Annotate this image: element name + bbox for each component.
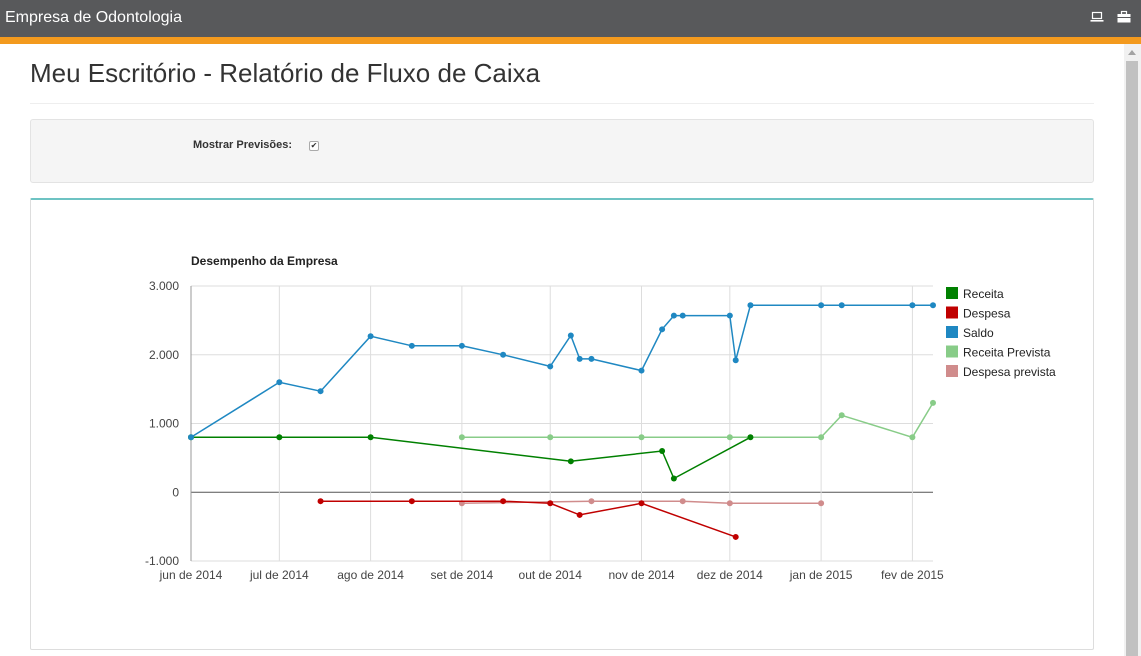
data-point-saldo [930,302,936,309]
filter-panel: Mostrar Previsões: ✔ [30,119,1094,183]
data-point-receita-prevista [547,434,554,441]
data-point-saldo [500,351,507,358]
scrollbar-thumb[interactable] [1126,61,1138,656]
data-point-saldo [317,388,324,395]
data-point-saldo [458,342,465,349]
data-point-despesa [547,500,554,507]
scroll-up-icon[interactable] [1128,50,1136,55]
y-tick-label: 2.000 [149,348,179,362]
data-point-saldo [726,312,733,319]
data-point-receita [276,434,283,441]
data-point-receita [567,458,574,465]
data-point-saldo [408,342,415,349]
legend-label-saldo: Saldo [963,326,994,340]
show-forecast-label: Mostrar Previsões: [193,139,293,151]
data-point-saldo [838,302,845,309]
divider [30,103,1094,104]
data-point-saldo [732,357,739,364]
laptop-icon[interactable] [1090,10,1104,24]
data-point-despesa-prevista [679,498,686,505]
data-point-saldo [659,326,666,333]
accent-bar [0,37,1141,44]
series-line-saldo [190,304,933,438]
data-point-receita [670,475,677,482]
x-tick-label: jan de 2015 [789,568,853,582]
data-point-saldo [638,367,645,374]
data-point-saldo [547,363,554,370]
data-point-receita-prevista [838,412,845,419]
legend-swatch-receita [946,287,958,299]
x-tick-label: jul de 2014 [249,568,309,582]
data-point-receita-prevista [818,434,825,441]
x-tick-label: ago de 2014 [337,568,404,582]
legend-swatch-despesa [946,306,958,319]
data-point-receita [659,448,666,454]
y-tick-label: 1.000 [149,417,179,431]
data-point-despesa [576,511,583,518]
data-point-saldo [367,333,374,340]
legend-label-despesa-prevista: Despesa prevista [963,365,1056,379]
data-point-receita-prevista [638,434,645,441]
data-point-saldo [909,302,916,309]
data-point-despesa-prevista [726,500,733,507]
legend-label-despesa: Despesa [963,307,1011,321]
legend-swatch-saldo [946,326,958,338]
data-point-receita [747,434,754,441]
brand-name[interactable]: Empresa de Odontologia [5,9,182,26]
legend-swatch-despesa-prevista [946,365,958,377]
data-point-despesa-prevista [588,498,595,505]
data-point-saldo [567,332,574,339]
show-forecast-checkbox[interactable]: ✔ [309,141,319,151]
data-point-receita-prevista [930,399,936,406]
data-point-saldo [588,355,595,362]
data-point-despesa [638,500,645,507]
page-title: Meu Escritório - Relatório de Fluxo de C… [30,58,541,88]
x-tick-label: out de 2014 [519,568,583,582]
data-point-saldo [818,302,825,309]
data-point-despesa [732,533,739,540]
chart-panel: Desempenho da Empresa -1.000 0 1.000 2.000 3… [30,198,1094,650]
series-line-receita [191,436,751,480]
data-point-despesa [500,498,507,505]
data-point-despesa [317,498,324,505]
x-tick-label: jun de 2014 [159,568,223,582]
series-line-despesa [320,500,736,538]
y-tick-label: 0 [172,485,179,499]
x-tick-label: nov de 2014 [608,568,674,582]
cashflow-chart: Desempenho da Empresa -1.000 0 1.000 2.000 3… [145,254,1056,582]
data-point-despesa-prevista [818,500,825,507]
briefcase-icon[interactable] [1117,10,1131,24]
data-point-receita-prevista [726,434,733,441]
y-tick-label: 3.000 [149,279,179,293]
data-point-receita-prevista [909,434,916,441]
x-tick-label: set de 2014 [431,568,494,582]
data-point-despesa [408,498,415,505]
legend-label-receita-prevista: Receita Prevista [963,346,1051,360]
data-point-saldo [679,312,686,319]
vertical-scrollbar[interactable] [1124,44,1141,656]
y-tick-label: -1.000 [145,554,179,568]
top-navbar: Empresa de Odontologia [0,0,1141,37]
x-tick-label: dez de 2014 [697,568,763,582]
data-point-saldo [747,302,754,309]
x-tick-label: fev de 2015 [881,568,944,582]
data-point-saldo [576,355,583,362]
data-point-saldo [276,379,283,386]
chart-title: Desempenho da Empresa [191,254,338,268]
data-point-saldo [670,312,677,319]
data-point-receita-prevista [458,434,465,441]
legend-label-receita: Receita [963,287,1004,301]
legend-swatch-receita-prevista [946,345,958,358]
series-line-receita-prevista [461,402,934,439]
data-point-saldo [188,434,194,441]
data-point-receita [367,434,374,441]
